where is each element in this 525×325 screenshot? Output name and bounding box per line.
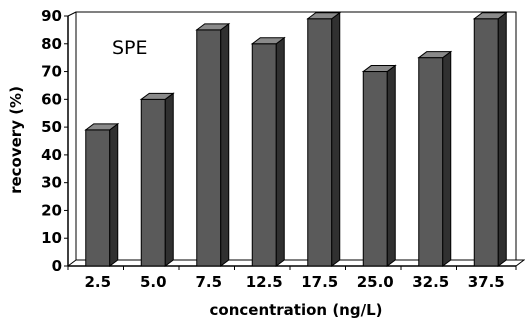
bar-front [418,57,444,267]
y-tick-label: 30 [41,174,62,192]
bar-side [220,22,230,267]
bars [84,11,508,267]
x-tick-labels: 2.5 5.0 7.5 12.5 17.5 25.0 32.5 37.5 [84,273,504,291]
y-tick-labels: 0 10 20 30 40 50 60 70 80 90 [41,7,62,275]
y-tick-label: 20 [41,201,62,219]
bar-top [84,123,120,131]
x-tick-label: 5.0 [140,273,167,291]
x-tick-label: 25.0 [357,273,394,291]
bar [250,36,286,267]
y-tick-label: 80 [41,35,62,53]
bar [417,50,453,267]
bar [84,122,120,267]
bar-side [497,11,507,267]
bar-top [139,92,175,100]
bar-front [196,29,222,267]
bar-side [386,64,396,267]
y-tick-label: 70 [41,63,62,81]
x-tick-label: 17.5 [301,273,338,291]
y-axis-title: recovery (%) [7,86,25,194]
bar [195,22,231,267]
bar-front [85,129,111,267]
y-tick-label: 10 [41,229,62,247]
bar [472,11,508,267]
y-tick-label: 50 [41,118,62,136]
annotation-label: SPE [112,37,148,59]
bar-front [140,98,166,267]
bar-top [472,12,508,20]
bar [139,92,175,267]
bar-front [307,18,333,267]
bar-side [164,92,174,267]
bar-top [417,51,453,59]
bar [361,64,397,267]
bar-side [275,36,285,267]
bar-side [442,50,452,267]
plot-frame [75,11,517,260]
floor-plane [66,259,525,267]
y-tick-label: 90 [41,7,62,25]
x-tick-label: 2.5 [84,273,111,291]
x-tick-label: 32.5 [412,273,449,291]
bar [306,11,342,267]
x-tick-label: 37.5 [468,273,505,291]
bar-side [331,11,341,267]
bar-top [250,37,286,45]
y-tick-label: 0 [52,257,62,275]
y-axis-top-edge [67,11,77,17]
x-tick-label: 7.5 [195,273,222,291]
bar-side [109,122,119,267]
y-tick-label: 60 [41,90,62,108]
y-tick-label: 40 [41,146,62,164]
x-axis-title: concentration (ng/L) [210,301,383,319]
bar-top [195,23,231,31]
bar-front [473,18,499,267]
bar-front [251,43,277,267]
bar-top [361,65,397,73]
bar-top [306,12,342,20]
bar-front [362,71,388,267]
x-tick-label: 12.5 [246,273,283,291]
